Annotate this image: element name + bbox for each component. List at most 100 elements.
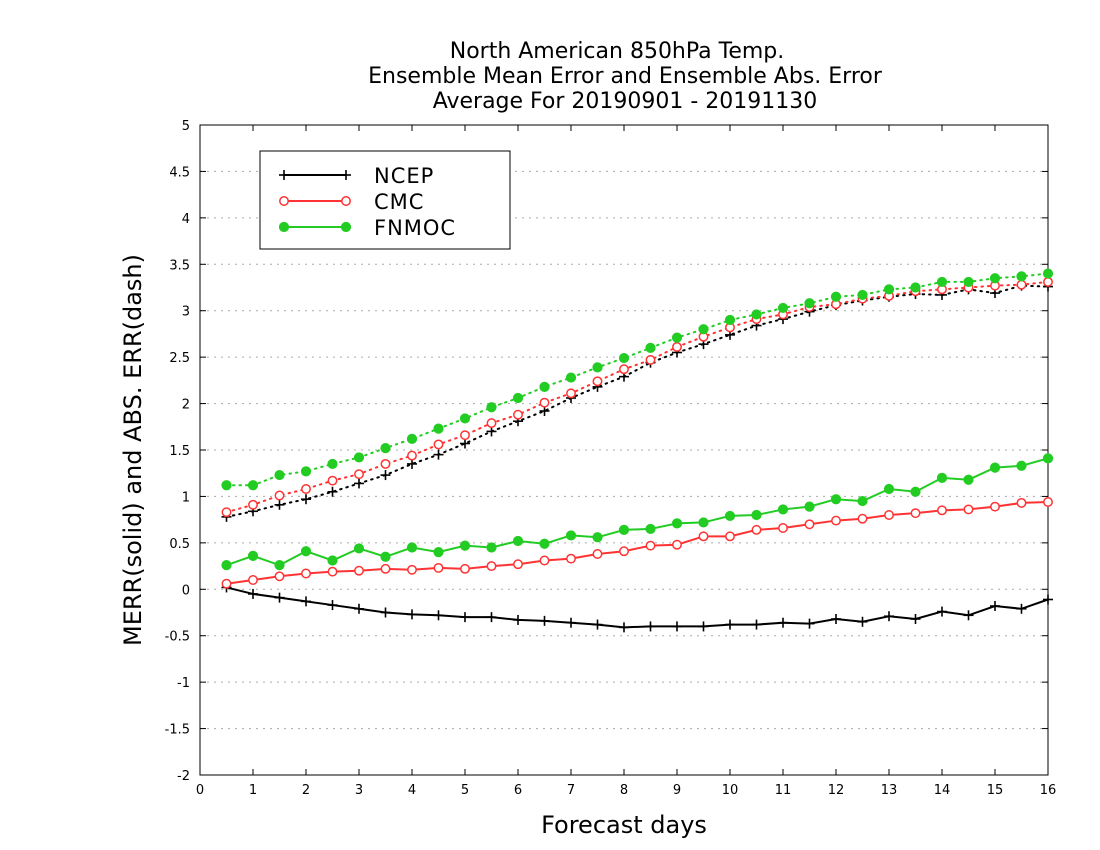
fnmoc-abs-error-point (539, 381, 550, 392)
ncep-mean-error-point (460, 612, 470, 623)
ncep-mean-error-point (301, 596, 311, 607)
fnmoc-abs-error-point (857, 289, 868, 301)
fnmoc-abs-error-point (804, 298, 815, 309)
x-tick-label: 13 (881, 783, 898, 798)
y-tick-label: 3.5 (169, 258, 190, 273)
y-tick-label: 3 (182, 305, 190, 320)
fnmoc-mean-error-point (883, 483, 895, 495)
legend-label-cmc: CMC (374, 190, 424, 214)
fnmoc-mean-error-point (327, 555, 338, 566)
legend-marker-fnmoc (278, 221, 290, 233)
x-tick-label: 12 (828, 783, 845, 798)
x-tick-label: 16 (1040, 783, 1057, 798)
legend-marker-ncep (279, 170, 289, 180)
cmc-abs-error-point (221, 507, 232, 518)
ncep-mean-error-point (433, 610, 444, 621)
fnmoc-abs-error-point (671, 332, 683, 343)
fnmoc-abs-error-point (724, 314, 736, 326)
cmc-mean-error-point (354, 565, 364, 576)
fnmoc-mean-error-point (751, 509, 762, 521)
cmc-mean-error-point (672, 539, 682, 550)
cmc-abs-error-point (566, 388, 576, 399)
y-tick-label: 1.5 (169, 444, 190, 459)
fnmoc-abs-error-point (380, 443, 391, 454)
fnmoc-mean-error-point (380, 551, 391, 562)
fnmoc-mean-error-point (724, 510, 736, 522)
cmc-abs-error-point (407, 450, 417, 461)
ncep-abs-error-point (301, 494, 311, 505)
ncep-abs-error-point (539, 406, 550, 416)
fnmoc-mean-error-point (1016, 460, 1027, 471)
fnmoc-mean-error-point (300, 546, 312, 557)
ncep-mean-error-point (513, 614, 523, 625)
x-tick-label: 6 (514, 783, 522, 798)
cmc-mean-error-point (831, 515, 841, 526)
ncep-abs-error-point (433, 449, 444, 460)
fnmoc-abs-error-point (512, 392, 524, 404)
cmc-mean-error-point (513, 559, 523, 570)
ncep-abs-error-point (274, 499, 285, 510)
ncep-mean-error-point (990, 601, 1000, 611)
cmc-mean-error-point (301, 568, 311, 579)
x-tick-label: 11 (775, 783, 792, 798)
ncep-abs-error-point (354, 478, 364, 489)
fnmoc-abs-error-point (274, 469, 285, 481)
x-tick-label: 2 (302, 783, 310, 798)
cmc-mean-error-point (1016, 497, 1027, 508)
x-tick-label: 5 (461, 783, 469, 798)
fnmoc-mean-error-point (433, 547, 444, 558)
x-tick-label: 0 (196, 783, 204, 798)
cmc-mean-error-point (645, 540, 656, 551)
fnmoc-abs-error-point (565, 372, 577, 383)
fnmoc-mean-error-point (274, 560, 285, 571)
ncep-mean-error-point (831, 614, 841, 624)
cmc-abs-error-point (1016, 279, 1027, 290)
fnmoc-mean-error-point (804, 501, 815, 512)
ncep-mean-error-point (857, 616, 868, 627)
fnmoc-abs-error-point (592, 362, 603, 373)
y-tick-label: 0 (182, 583, 190, 598)
fnmoc-abs-error-point (936, 276, 948, 288)
fnmoc-mean-error-point (486, 542, 497, 553)
cmc-mean-error-point (539, 555, 550, 566)
cmc-mean-error-point (857, 513, 868, 524)
ncep-abs-error-point (460, 438, 470, 449)
cmc-mean-error-point (910, 508, 921, 519)
cmc-mean-error-point (221, 578, 232, 589)
fnmoc-mean-error-point (221, 560, 232, 571)
fnmoc-mean-error-point (247, 550, 259, 561)
cmc-mean-error-point (407, 564, 417, 575)
cmc-mean-error-point (274, 571, 285, 582)
gridlines (200, 170, 1048, 730)
y-tick-label: 5 (182, 119, 190, 134)
ncep-mean-error-point (884, 611, 894, 622)
y-tick-label: -1.5 (165, 723, 190, 738)
ncep-mean-error-line (226, 586, 1049, 629)
x-tick-label: 4 (408, 783, 416, 798)
ncep-mean-error-point (1043, 594, 1053, 605)
cmc-abs-error-point (460, 430, 470, 441)
legend-label-fnmoc: FNMOC (374, 216, 456, 240)
ncep-mean-error-point (274, 592, 285, 603)
y-tick-label: 2 (182, 398, 190, 413)
fnmoc-abs-error-point (486, 402, 497, 413)
cmc-abs-error-point (380, 458, 391, 469)
ncep-abs-error-point (380, 470, 391, 481)
y-tick-label: -0.5 (165, 630, 190, 645)
ncep-mean-error-point (486, 612, 497, 623)
cmc-abs-error-point (274, 490, 285, 501)
fnmoc-abs-error-point (406, 433, 418, 444)
x-tick-label: 7 (567, 783, 575, 798)
cmc-mean-error-point (990, 501, 1000, 512)
title-line-2: Ensemble Mean Error and Ensemble Abs. Er… (368, 64, 883, 89)
fnmoc-abs-error-point (883, 284, 895, 295)
fnmoc-mean-error-point (459, 540, 471, 551)
cmc-mean-error-point (486, 561, 497, 572)
y-tick-label: 4 (182, 212, 190, 227)
ncep-mean-error-point (910, 614, 921, 624)
ncep-mean-error-point (380, 607, 391, 618)
y-tick-label: 2.5 (169, 351, 190, 366)
cmc-mean-error-point (937, 505, 947, 516)
